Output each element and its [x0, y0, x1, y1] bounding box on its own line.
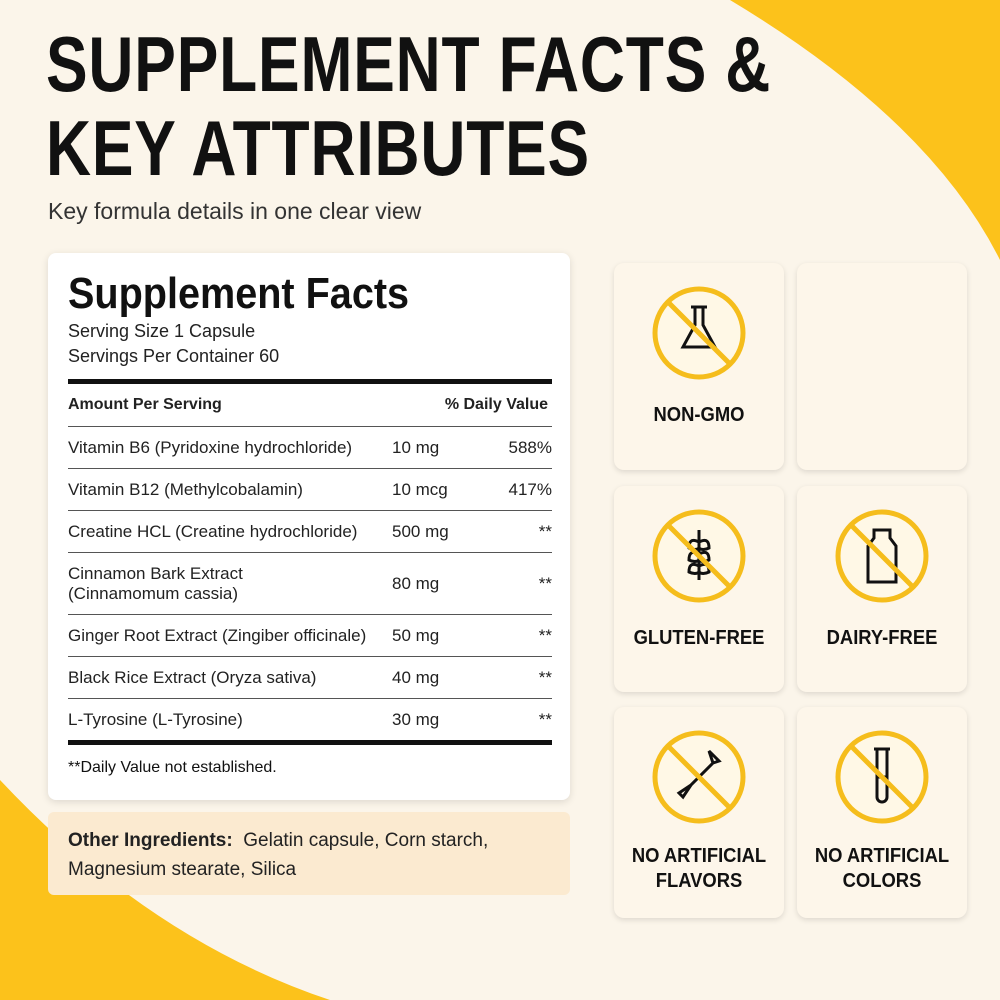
label-line: NO ARTIFICIAL — [814, 845, 950, 867]
attribute-card — [797, 263, 967, 470]
ingredient: Ginger Root Extract (Zingiber officinale… — [68, 626, 392, 646]
amount: 30 mg — [392, 709, 440, 729]
facts-panel: Supplement Facts Serving Size 1 Capsule … — [48, 253, 570, 800]
label-line: NON-GMO — [653, 404, 745, 426]
header-row: Amount Per Serving % Daily Value — [68, 384, 552, 426]
ingredient-line: (Cinnamomum cassia) — [68, 583, 239, 603]
ingredient: Black Rice Extract (Oryza sativa) — [68, 668, 392, 688]
column-header: % Daily Value — [444, 396, 548, 413]
table-row: L-Tyrosine (L-Tyrosine) 30 mg ** — [68, 698, 552, 740]
attribute-label: NO ARTIFICIAL COLORS — [804, 844, 960, 894]
rule — [68, 379, 552, 384]
table-row: Vitamin B12 (Methylcobalamin) 10 mcg 417% — [68, 468, 552, 510]
amount: 80 mg — [392, 573, 440, 593]
daily-value: ** — [538, 667, 552, 687]
attribute-card: NO ARTIFICIAL COLORS — [797, 707, 967, 918]
ingredient-line: L-Tyrosine (L-Tyrosine) — [68, 709, 243, 729]
table-row: Cinnamon Bark Extract (Cinnamomum cassia)… — [68, 552, 552, 614]
attribute-card: DAIRY-FREE — [797, 486, 967, 692]
text: Gelatin capsule, Corn starch, Magnesium … — [68, 830, 489, 880]
icon — [652, 730, 746, 824]
attribute-label: GLUTEN-FREE — [621, 626, 777, 651]
ingredient: Vitamin B12 (Methylcobalamin) — [68, 480, 392, 500]
ingredient: L-Tyrosine (L-Tyrosine) — [68, 710, 392, 730]
label-line: GLUTEN-FREE — [633, 627, 765, 649]
ingredient-line: Cinnamon Bark Extract — [68, 563, 243, 583]
daily-value: ** — [538, 625, 552, 645]
ingredient-line: Black Rice Extract (Oryza sativa) — [68, 667, 317, 687]
ingredient: Vitamin B6 (Pyridoxine hydrochloride) — [68, 438, 392, 458]
attribute-label: NON-GMO — [621, 403, 777, 428]
rule — [68, 740, 552, 745]
table-row: Black Rice Extract (Oryza sativa) 40 mg ** — [68, 656, 552, 698]
table-row: Creatine HCL (Creatine hydrochloride) 500… — [68, 510, 552, 552]
label: Other Ingredients: — [68, 830, 233, 851]
icon — [652, 286, 746, 380]
ingredient-line: Creatine HCL (Creatine hydrochloride) — [68, 521, 358, 541]
amount: 50 mg — [392, 625, 440, 645]
title: SUPPLEMENT FACTS & KEY ATTRIBUTES — [46, 22, 771, 190]
amount: 500 mg — [392, 521, 449, 541]
bg-curve — [730, 0, 1000, 260]
title-line: SUPPLEMENT FACTS & — [46, 20, 772, 108]
column-header: Amount Per Serving — [68, 396, 222, 413]
daily-value: ** — [538, 521, 552, 541]
ingredient: Creatine HCL (Creatine hydrochloride) — [68, 522, 392, 542]
attribute-card: GLUTEN-FREE — [614, 486, 784, 692]
subtitle: Key formula details in one clear view — [48, 198, 422, 224]
amount: 10 mcg — [392, 479, 448, 499]
serving-size: Serving Size 1 Capsule — [68, 321, 256, 341]
daily-value: ** — [538, 709, 552, 729]
attribute-label: NO ARTIFICIAL FLAVORS — [621, 844, 777, 894]
amount: 40 mg — [392, 667, 440, 687]
daily-value: ** — [538, 573, 552, 593]
table-row: Vitamin B6 (Pyridoxine hydrochloride) 10 … — [68, 426, 552, 468]
label-line: COLORS — [842, 870, 922, 892]
icon — [652, 509, 746, 603]
label-line: NO ARTIFICIAL — [631, 845, 767, 867]
ingredient-line: Ginger Root Extract (Zingiber officinale… — [68, 625, 367, 645]
icon — [835, 509, 929, 603]
facts-title: Supplement Facts — [68, 269, 410, 318]
other-ingredients: Other Ingredients: Gelatin capsule, Corn… — [48, 812, 570, 895]
servings: Servings Per Container 60 — [68, 346, 280, 366]
bg-curve — [0, 780, 330, 1000]
ingredient-line: Vitamin B12 (Methylcobalamin) — [68, 479, 303, 499]
attribute-label: DAIRY-FREE — [804, 626, 960, 651]
title-line: KEY ATTRIBUTES — [46, 104, 590, 192]
footnote: **Daily Value not established. — [68, 759, 277, 776]
table-row: Ginger Root Extract (Zingiber officinale… — [68, 614, 552, 656]
label-line: DAIRY-FREE — [826, 627, 938, 649]
rows: Vitamin B6 (Pyridoxine hydrochloride) 10 … — [68, 426, 552, 740]
daily-value: 588% — [508, 437, 552, 457]
amount: 10 mg — [392, 437, 440, 457]
attribute-card: NON-GMO — [614, 263, 784, 470]
attribute-card: NO ARTIFICIAL FLAVORS — [614, 707, 784, 918]
label-line: FLAVORS — [655, 870, 743, 892]
ingredient-line: Vitamin B6 (Pyridoxine hydrochloride) — [68, 437, 353, 457]
icon — [835, 730, 929, 824]
daily-value: 417% — [508, 479, 552, 499]
ingredient: Cinnamon Bark Extract (Cinnamomum cassia) — [68, 564, 392, 604]
